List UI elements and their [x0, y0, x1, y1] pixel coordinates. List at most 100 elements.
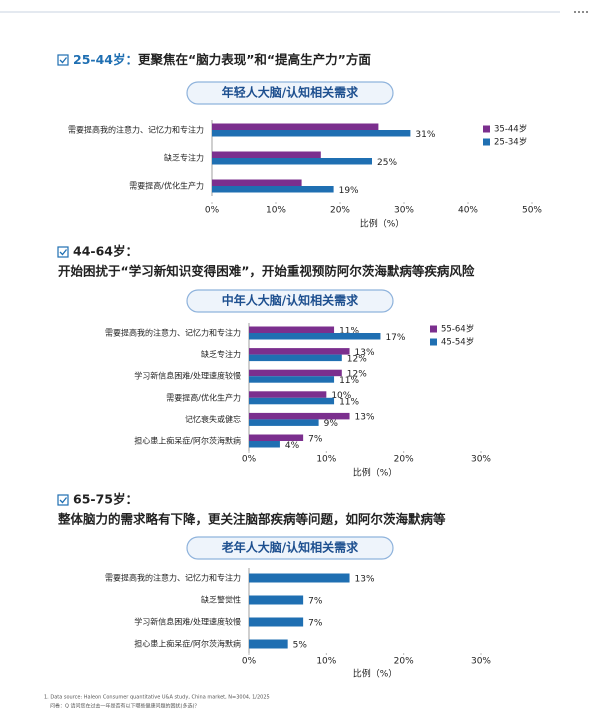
value-label: 5% — [293, 641, 308, 651]
category-label: 需要提高我的注意力、记忆力和专注力 — [105, 328, 241, 338]
bar — [249, 354, 342, 362]
bar — [249, 434, 304, 441]
category-label: 需要提高我的注意力、记忆力和专注力 — [68, 125, 204, 135]
heading-age: 65-75岁： — [73, 492, 138, 507]
check-icon — [57, 494, 69, 506]
bar — [249, 369, 342, 377]
value-label: 7% — [308, 434, 323, 444]
x-tick-label: 0% — [205, 206, 220, 216]
bar — [249, 326, 335, 333]
bar — [212, 151, 321, 158]
x-tick-label: 40% — [458, 206, 478, 216]
x-tick-label: 10% — [316, 657, 336, 667]
bar — [249, 573, 350, 583]
bar — [212, 123, 379, 130]
legend-label: 35-44岁 — [494, 124, 527, 135]
bar — [212, 186, 334, 193]
value-label: 12% — [347, 354, 367, 364]
category-label: 需要提高我的注意力、记忆力和专注力 — [105, 573, 241, 583]
footnote: 问卷：Q 请问您在过去一年是否有以下哪些健康问题的困扰(多选)？ — [50, 703, 199, 710]
legend-label: 55-64岁 — [441, 324, 474, 335]
value-label: 13% — [355, 575, 375, 585]
x-tick-label: 10% — [316, 455, 336, 465]
title-pill — [186, 81, 394, 105]
value-label: 7% — [308, 597, 323, 607]
check-icon — [57, 54, 69, 66]
x-tick-label: 0% — [242, 657, 257, 667]
check-icon — [59, 249, 68, 256]
value-label: 11% — [339, 326, 359, 336]
heading-text: 整体脑力的需求略有下降，更关注脑部疾病等问题，如阿尔茨海默病等 — [58, 512, 446, 527]
x-tick-label: 50% — [522, 206, 542, 216]
x-tick-label: 20% — [394, 455, 414, 465]
bar — [249, 348, 350, 355]
value-label: 10% — [331, 391, 351, 401]
x-tick-label: 30% — [394, 206, 414, 216]
bar — [212, 158, 372, 165]
bar — [249, 595, 304, 605]
legend-label: 45-54岁 — [441, 337, 474, 348]
chart-title: 年轻人大脑/认知相关需求 — [222, 85, 359, 100]
value-label: 4% — [285, 441, 300, 451]
bar — [249, 419, 319, 426]
bar — [249, 376, 335, 383]
heading-text: 开始困扰于“学习新知识变得困难”，开始重视预防阿尔茨海默病等疾病风险 — [58, 264, 475, 279]
x-axis-label: 比例（%） — [360, 218, 405, 230]
heading-age: 25-44岁： — [73, 52, 138, 67]
value-label: 7% — [308, 619, 323, 629]
footnote: 1. Data source: Haleon Consumer quantita… — [44, 695, 270, 701]
legend-label: 25-34岁 — [494, 137, 527, 148]
check-icon — [59, 57, 68, 64]
category-label: 学习新信息困难/处理速度较慢 — [134, 371, 241, 381]
bar — [212, 130, 411, 137]
value-label: 12% — [347, 369, 367, 379]
bar — [212, 179, 302, 186]
legend-swatch — [430, 338, 437, 346]
legend-swatch — [483, 138, 490, 146]
bar — [249, 441, 280, 448]
menu-dots — [574, 11, 588, 13]
value-label: 11% — [339, 376, 359, 386]
category-label: 缺乏专注力 — [201, 349, 241, 359]
legend-swatch — [483, 125, 490, 133]
x-axis-label: 比例（%） — [353, 467, 398, 479]
value-label: 25% — [377, 158, 397, 168]
heading-text: 更聚焦在“脑力表现”和“提高生产力”方面 — [138, 52, 371, 67]
category-label: 学习新信息困难/处理速度较慢 — [134, 617, 241, 627]
title-pill — [186, 289, 394, 313]
section-heading: 25-44岁：更聚焦在“脑力表现”和“提高生产力”方面 — [73, 52, 371, 67]
category-label: 缺乏警觉性 — [201, 595, 241, 605]
value-label: 11% — [339, 398, 359, 408]
x-tick-label: 30% — [471, 455, 491, 465]
bar — [249, 391, 327, 398]
x-tick-label: 30% — [471, 657, 491, 667]
x-tick-label: 20% — [394, 657, 414, 667]
value-label: 13% — [355, 413, 375, 423]
value-label: 19% — [339, 186, 359, 196]
category-label: 需要提高/优化生产力 — [129, 181, 204, 191]
bar — [249, 639, 288, 649]
bar — [249, 617, 304, 627]
heading-age: 44-64岁： — [73, 244, 138, 259]
value-label: 31% — [415, 130, 435, 140]
category-label: 担心患上痴呆症/阿尔茨海默病 — [134, 639, 241, 649]
bar — [249, 333, 381, 340]
bar — [249, 412, 350, 420]
value-label: 9% — [324, 419, 339, 429]
category-label: 缺乏专注力 — [164, 153, 204, 163]
check-icon — [57, 246, 69, 258]
chart-title: 老年人大脑/认知相关需求 — [222, 540, 359, 555]
check-icon — [59, 497, 68, 504]
x-tick-label: 20% — [330, 206, 350, 216]
title-pill — [186, 536, 394, 560]
legend-swatch — [430, 325, 437, 333]
x-tick-label: 10% — [266, 206, 286, 216]
x-axis-label: 比例（%） — [353, 668, 398, 680]
x-tick-label: 0% — [242, 455, 257, 465]
value-label: 17% — [385, 333, 405, 343]
category-label: 担心患上痴呆症/阿尔茨海默病 — [134, 436, 241, 446]
bar — [249, 397, 335, 405]
value-label: 13% — [355, 348, 375, 358]
chart-title: 中年人大脑/认知相关需求 — [222, 293, 359, 308]
